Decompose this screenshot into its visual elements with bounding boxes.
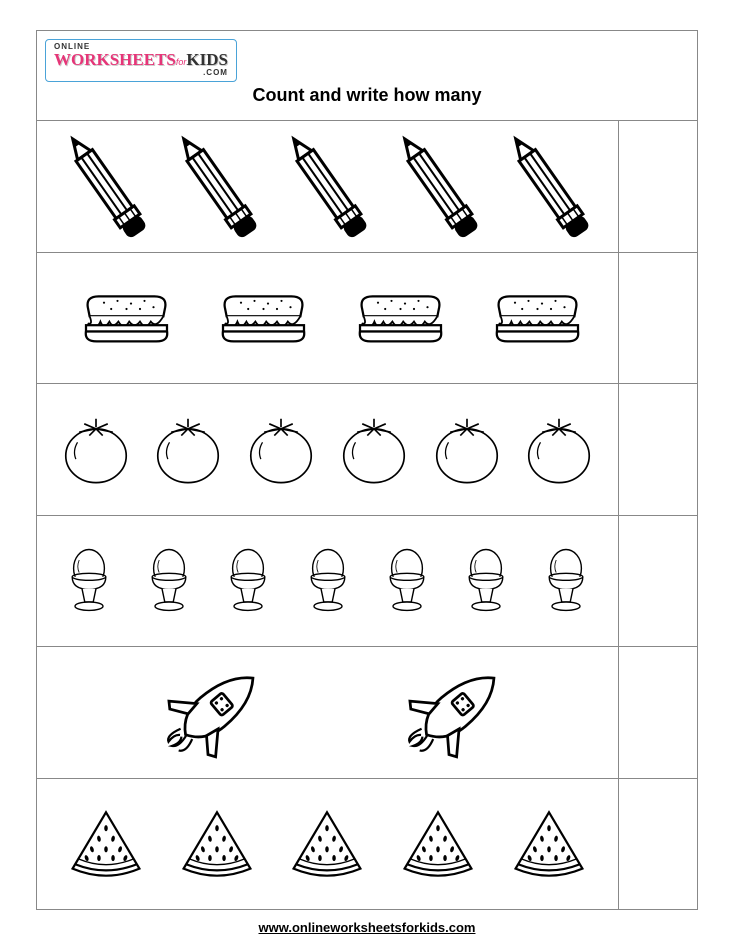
- answer-cell[interactable]: [619, 121, 697, 252]
- watermelon-icon: [388, 800, 488, 888]
- worksheet-page: ONLINE WORKSHEETSforKIDS .COM Count and …: [0, 0, 734, 950]
- pencil-icon: [167, 129, 267, 244]
- sandwich-icon: [62, 273, 182, 363]
- pencil-icon: [388, 129, 488, 244]
- picture-cell: [37, 647, 619, 778]
- logo-kids: KIDS: [186, 50, 228, 69]
- logo-for: for: [176, 57, 187, 67]
- worksheet-row: [37, 779, 697, 910]
- answer-cell[interactable]: [619, 779, 697, 910]
- pencil-icon: [56, 129, 156, 244]
- watermelon-icon: [167, 800, 267, 888]
- watermelon-icon: [277, 800, 377, 888]
- footer-url: www.onlineworksheetsforkids.com: [36, 920, 698, 935]
- answer-cell[interactable]: [619, 516, 697, 647]
- tomato-icon: [239, 405, 323, 493]
- egg-cup-icon: [293, 531, 363, 631]
- site-logo: ONLINE WORKSHEETSforKIDS .COM: [45, 39, 237, 82]
- egg-cup-icon: [134, 531, 204, 631]
- watermelon-icon: [56, 800, 156, 888]
- picture-cell: [37, 779, 619, 910]
- egg-cup-icon: [372, 531, 442, 631]
- sandwich-icon: [199, 273, 319, 363]
- picture-cell: [37, 516, 619, 647]
- worksheet-row: [37, 384, 697, 516]
- picture-cell: [37, 121, 619, 252]
- answer-cell[interactable]: [619, 384, 697, 515]
- pencil-icon: [499, 129, 599, 244]
- sandwich-icon: [473, 273, 593, 363]
- sandwich-icon: [336, 273, 456, 363]
- rocket-icon: [127, 657, 287, 767]
- logo-worksheets: WORKSHEETS: [54, 50, 176, 69]
- picture-cell: [37, 384, 619, 515]
- answer-cell[interactable]: [619, 647, 697, 778]
- worksheet-grid: [37, 120, 697, 909]
- pencil-icon: [277, 129, 377, 244]
- worksheet-row: [37, 516, 697, 648]
- tomato-icon: [425, 405, 509, 493]
- tomato-icon: [332, 405, 416, 493]
- egg-cup-icon: [54, 531, 124, 631]
- picture-cell: [37, 253, 619, 384]
- worksheet-title: Count and write how many: [37, 85, 697, 106]
- watermelon-icon: [499, 800, 599, 888]
- rocket-icon: [368, 657, 528, 767]
- worksheet-row: [37, 253, 697, 385]
- worksheet-row: [37, 121, 697, 253]
- tomato-icon: [54, 405, 138, 493]
- page-border: ONLINE WORKSHEETSforKIDS .COM Count and …: [36, 30, 698, 910]
- egg-cup-icon: [213, 531, 283, 631]
- egg-cup-icon: [451, 531, 521, 631]
- worksheet-row: [37, 647, 697, 779]
- egg-cup-icon: [531, 531, 601, 631]
- tomato-icon: [517, 405, 601, 493]
- tomato-icon: [146, 405, 230, 493]
- answer-cell[interactable]: [619, 253, 697, 384]
- logo-com: .COM: [54, 69, 228, 77]
